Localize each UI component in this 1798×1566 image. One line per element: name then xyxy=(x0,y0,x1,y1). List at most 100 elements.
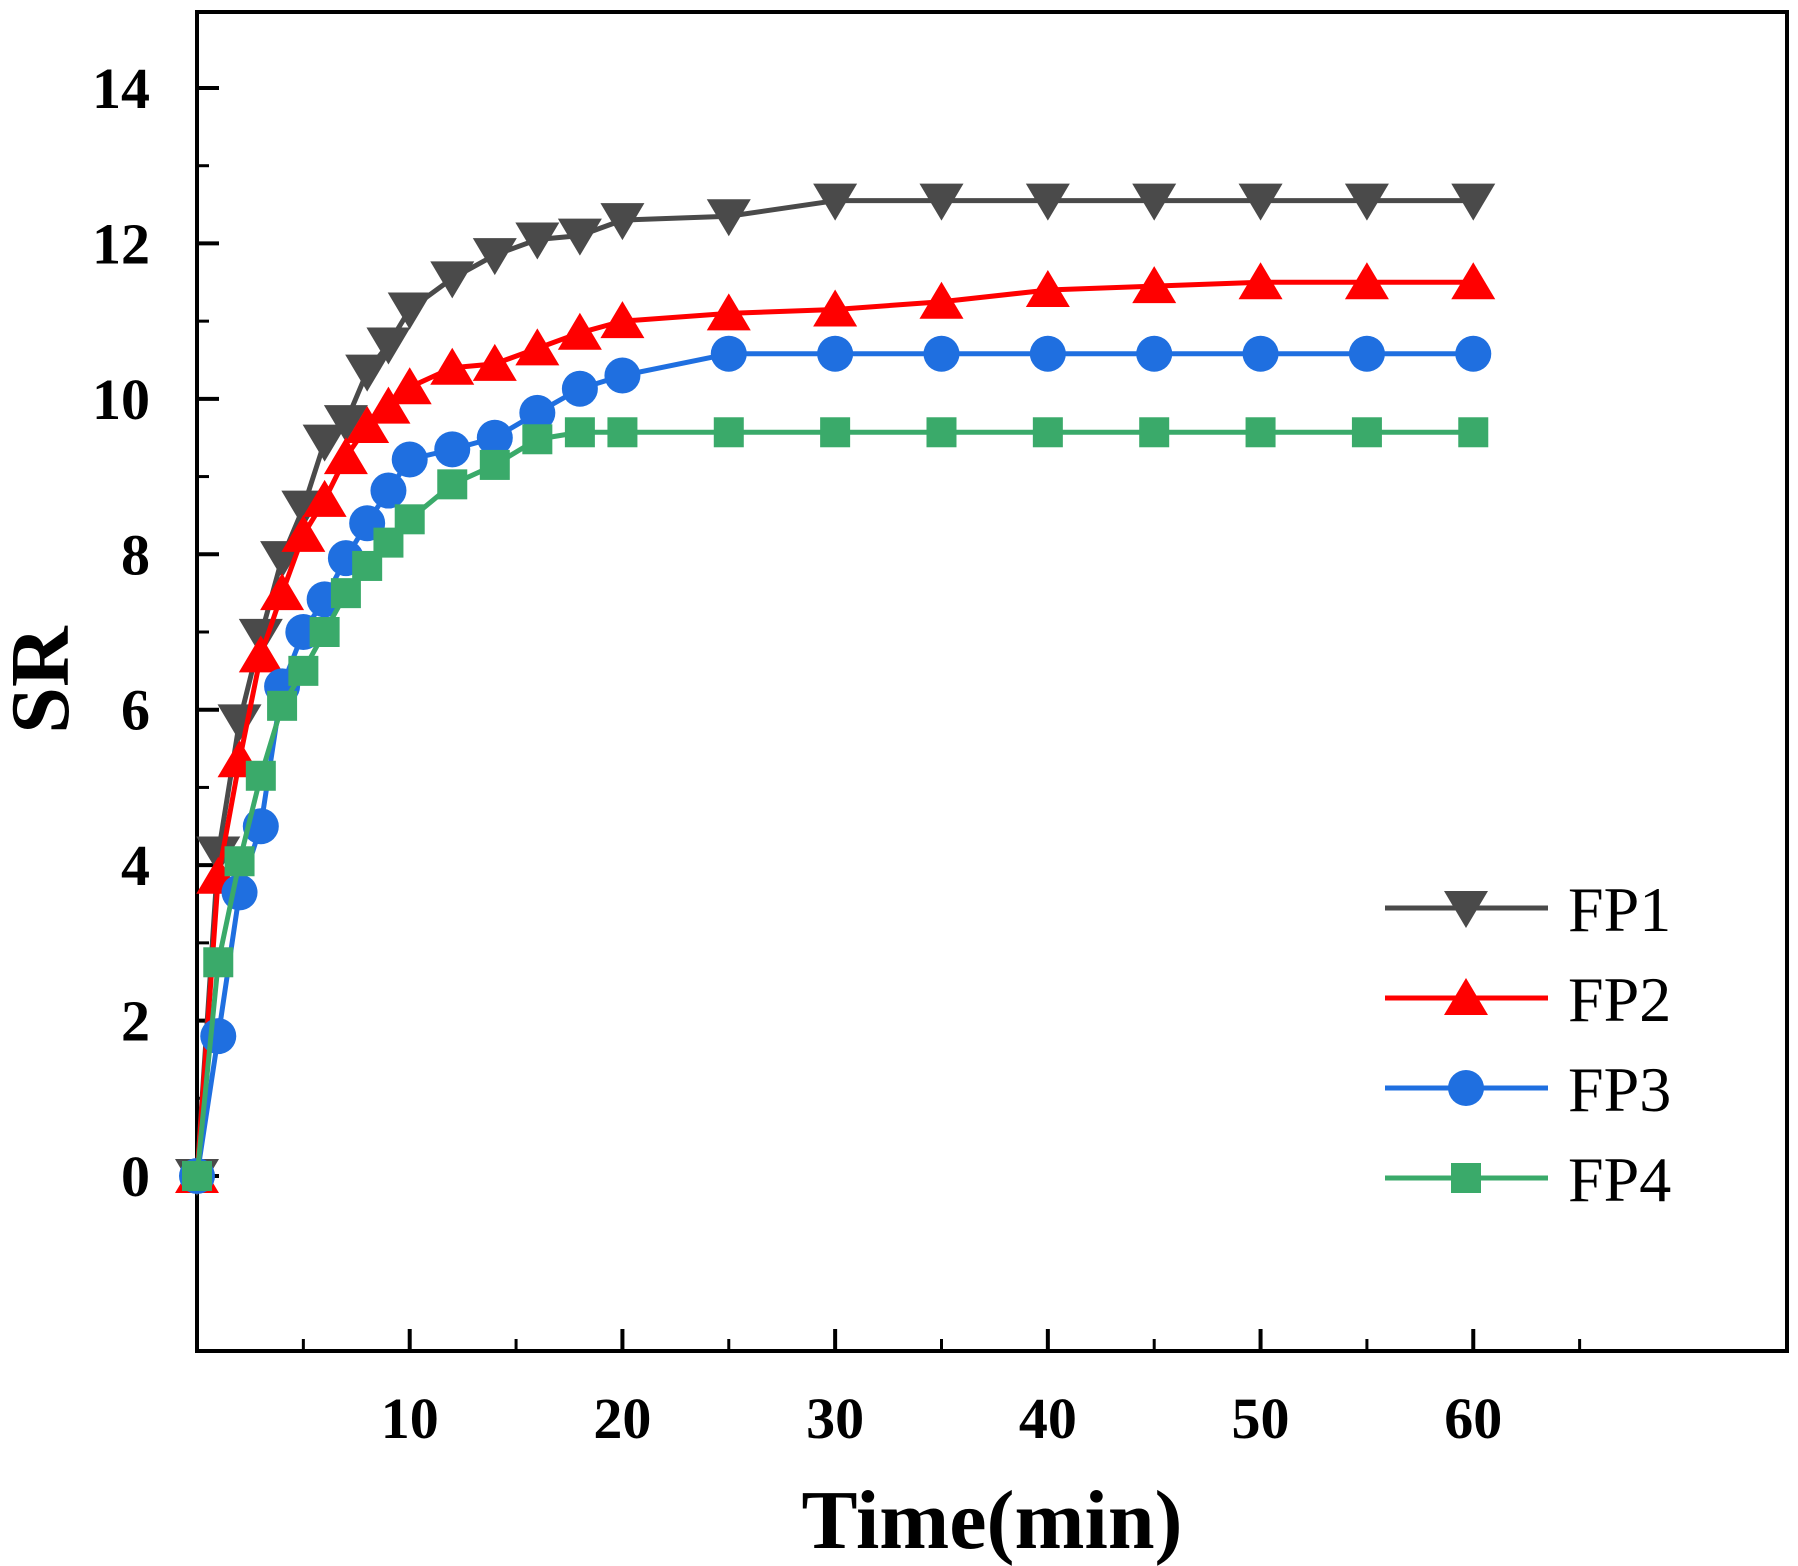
data-point xyxy=(288,655,319,686)
data-point xyxy=(1458,417,1489,448)
data-point xyxy=(437,469,468,500)
data-point xyxy=(182,1161,212,1191)
x-tick-label: 10 xyxy=(381,1386,439,1451)
data-point xyxy=(387,367,432,405)
data-point xyxy=(1032,417,1063,448)
legend-label: FP1 xyxy=(1568,874,1671,945)
data-point xyxy=(472,343,517,381)
data-point xyxy=(919,183,964,221)
y-tick-label: 12 xyxy=(92,211,150,276)
y-tick-label: 0 xyxy=(121,1144,150,1209)
data-point xyxy=(1242,335,1279,372)
data-point xyxy=(196,836,241,874)
x-tick-label: 40 xyxy=(1019,1386,1077,1451)
data-point xyxy=(522,424,553,455)
data-point xyxy=(1136,335,1173,372)
y-tick-label: 4 xyxy=(121,833,150,898)
data-point xyxy=(1351,417,1382,448)
legend-label: FP3 xyxy=(1568,1054,1671,1125)
data-point xyxy=(557,218,602,256)
series-fp2 xyxy=(175,262,1496,1193)
data-point xyxy=(387,292,432,330)
y-axis: 0 2 4 6 8 10 12 14 xyxy=(92,56,219,1209)
legend-item-fp2: FP2 xyxy=(1385,964,1671,1035)
x-tick-label: 60 xyxy=(1444,1386,1502,1451)
data-point xyxy=(564,417,595,448)
data-point xyxy=(515,328,560,366)
y-tick-label: 2 xyxy=(121,989,150,1054)
series-layer xyxy=(175,183,1496,1196)
data-point xyxy=(1451,183,1496,221)
data-point xyxy=(713,417,744,448)
data-point xyxy=(557,312,602,350)
data-point xyxy=(302,424,347,462)
y-tick-label: 10 xyxy=(92,367,150,432)
x-tick-label: 50 xyxy=(1232,1386,1290,1451)
data-point xyxy=(391,441,428,478)
data-point xyxy=(1455,335,1492,372)
data-point xyxy=(1025,270,1070,308)
data-point xyxy=(926,417,957,448)
legend-marker xyxy=(1451,1163,1481,1193)
y-axis-title: SR xyxy=(0,625,87,734)
legend-label: FP4 xyxy=(1568,1144,1671,1215)
data-point xyxy=(817,335,854,372)
data-point xyxy=(479,449,510,480)
data-point xyxy=(1245,417,1276,448)
data-point xyxy=(434,431,471,468)
data-point xyxy=(706,199,751,237)
data-point xyxy=(366,386,411,424)
legend-item-fp3: FP3 xyxy=(1385,1054,1671,1125)
data-point xyxy=(302,479,347,517)
data-point xyxy=(370,472,407,509)
data-point xyxy=(519,394,556,431)
series-fp3 xyxy=(179,335,1492,1194)
x-axis: 10 20 30 40 50 60 xyxy=(301,1329,1582,1451)
legend: FP1 FP2 FP3 FP4 xyxy=(1385,874,1671,1215)
data-point xyxy=(267,690,298,721)
data-point xyxy=(394,504,425,535)
legend-marker xyxy=(1444,891,1488,928)
data-point xyxy=(1348,335,1385,372)
plot-frame xyxy=(195,10,1789,1353)
data-point xyxy=(1238,183,1283,221)
legend-item-fp4: FP4 xyxy=(1385,1144,1671,1215)
legend-marker xyxy=(1448,1070,1484,1106)
data-point xyxy=(607,417,638,448)
series-fp1 xyxy=(175,183,1496,1196)
x-axis-title: Time(min) xyxy=(801,1474,1182,1566)
data-point xyxy=(1029,335,1066,372)
legend-label: FP2 xyxy=(1568,964,1671,1035)
data-point xyxy=(1132,183,1177,221)
data-point xyxy=(309,617,340,647)
data-point xyxy=(1139,417,1170,448)
x-tick-label: 20 xyxy=(593,1386,651,1451)
data-point xyxy=(813,183,858,221)
data-point xyxy=(919,281,964,319)
data-point xyxy=(238,635,283,673)
data-point xyxy=(217,704,262,742)
data-point xyxy=(224,846,255,877)
data-point xyxy=(1451,262,1496,300)
series-fp4 xyxy=(182,417,1489,1191)
legend-marker xyxy=(1444,978,1488,1015)
y-tick-label: 14 xyxy=(92,56,150,121)
y-tick-label: 6 xyxy=(121,678,150,743)
data-point xyxy=(345,406,390,444)
data-point xyxy=(813,289,858,327)
data-point xyxy=(1344,183,1389,221)
data-point xyxy=(323,405,368,443)
data-point xyxy=(923,335,960,372)
data-point xyxy=(600,203,645,241)
data-point xyxy=(366,327,411,365)
data-point xyxy=(430,261,475,299)
data-point xyxy=(476,419,513,456)
data-point xyxy=(345,354,390,392)
data-point xyxy=(1344,262,1389,300)
y-tick-label: 8 xyxy=(121,522,150,587)
data-point xyxy=(260,573,305,611)
data-point xyxy=(820,417,851,448)
data-point xyxy=(221,874,258,911)
data-point xyxy=(200,1018,237,1055)
